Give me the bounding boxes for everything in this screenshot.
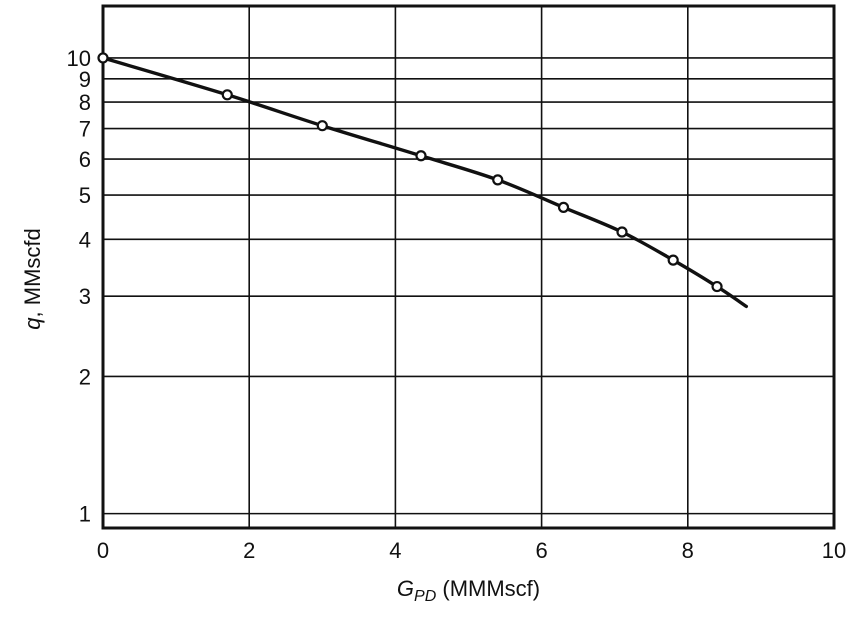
- x-tick-label-2: 2: [243, 538, 255, 563]
- y-tick-label-4: 4: [79, 227, 91, 252]
- point-layer: [97, 52, 723, 293]
- x-tick-label-10: 10: [822, 538, 846, 563]
- data-point-0: [97, 52, 109, 64]
- x-tick-label-6: 6: [535, 538, 547, 563]
- y-tick-label-8: 8: [79, 90, 91, 115]
- y-tick-label-10: 10: [67, 46, 91, 71]
- y-tick-label-5: 5: [79, 183, 91, 208]
- x-tick-labels: 0 2 4 6 8 10: [97, 538, 846, 563]
- data-point-2: [316, 120, 328, 132]
- y-tick-label-9: 9: [79, 67, 91, 92]
- data-point-3: [415, 150, 427, 162]
- x-tick-label-8: 8: [682, 538, 694, 563]
- grid-layer: [102, 6, 835, 528]
- y-tick-label-3: 3: [79, 284, 91, 309]
- x-tick-label-0: 0: [97, 538, 109, 563]
- y-axis-label: q, MMscfd: [20, 228, 45, 329]
- data-point-1: [221, 89, 233, 101]
- y-tick-label-2: 2: [79, 364, 91, 389]
- data-point-4: [492, 174, 504, 186]
- data-point-5: [557, 201, 570, 213]
- rate-decline-curve: [101, 56, 748, 309]
- y-tick-label-7: 7: [79, 117, 91, 142]
- x-tick-label-4: 4: [389, 538, 401, 563]
- y-tick-label-1: 1: [79, 502, 91, 527]
- data-point-6: [616, 226, 628, 238]
- curve-layer: [101, 56, 748, 309]
- y-tick-label-6: 6: [79, 147, 91, 172]
- x-axis-label: GPD (MMMscf): [397, 576, 540, 605]
- plot-frame: [101, 4, 836, 530]
- data-point-8: [711, 280, 723, 293]
- data-point-7: [667, 254, 679, 266]
